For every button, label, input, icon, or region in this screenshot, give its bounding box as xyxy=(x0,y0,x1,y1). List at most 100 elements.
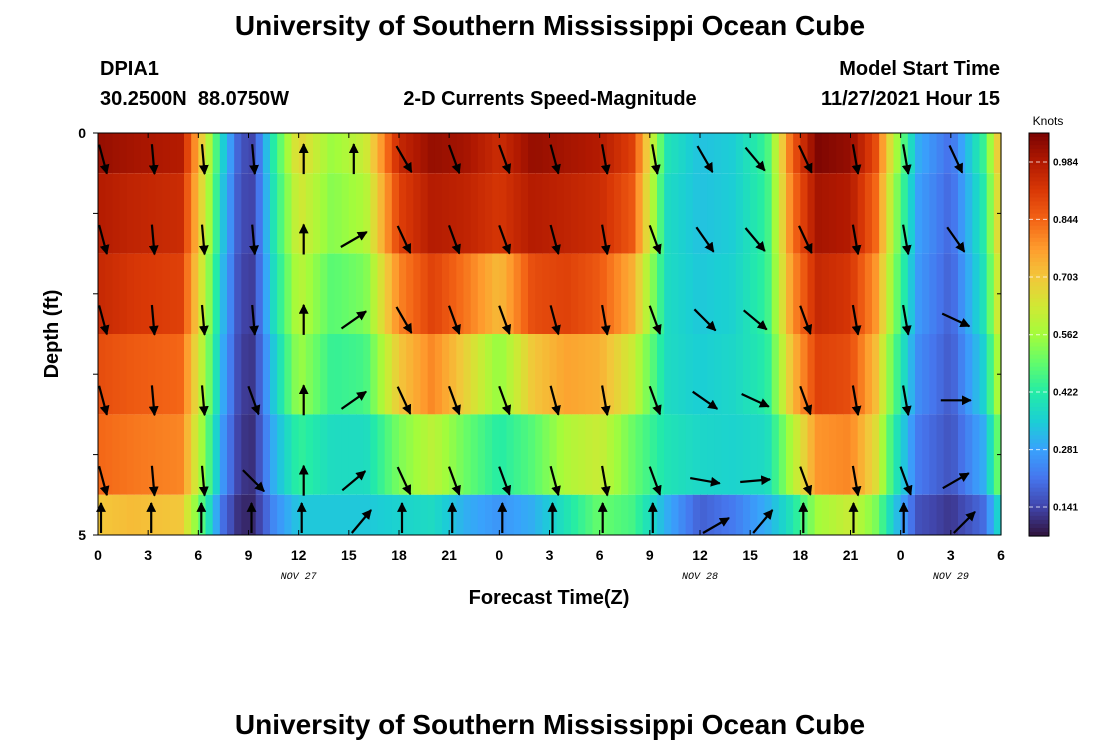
heatmap-cell xyxy=(191,253,199,334)
colorbar-segment xyxy=(1029,221,1049,227)
colorbar-segment xyxy=(1029,394,1049,400)
heatmap-cell xyxy=(614,334,622,415)
heatmap-cell xyxy=(535,494,543,535)
heatmap-cell xyxy=(148,253,156,334)
heatmap-cell xyxy=(212,173,221,254)
heatmap-cell xyxy=(757,334,766,415)
heatmap-cell xyxy=(377,133,386,174)
heatmap-cell xyxy=(334,494,343,535)
heatmap-cell xyxy=(141,414,149,495)
heatmap-cell xyxy=(850,173,859,254)
heatmap-cell xyxy=(542,494,551,535)
current-vector xyxy=(948,145,964,174)
heatmap-cell xyxy=(363,133,371,174)
heatmap-cell xyxy=(420,173,429,254)
heatmap-cell xyxy=(284,133,293,174)
heatmap-cell xyxy=(477,414,486,495)
heatmap-cell xyxy=(298,173,307,254)
heatmap-cell xyxy=(477,133,486,174)
heatmap-cell xyxy=(219,494,228,535)
heatmap-cell xyxy=(771,133,780,174)
heatmap-cell xyxy=(449,173,457,254)
current-vector xyxy=(798,145,813,174)
heatmap-cell xyxy=(571,334,579,415)
heatmap-cell xyxy=(162,133,171,174)
heatmap-cell xyxy=(191,133,199,174)
heatmap-cell xyxy=(248,173,257,254)
heatmap-cell xyxy=(829,334,837,415)
heatmap-cell xyxy=(965,414,973,495)
heatmap-cell xyxy=(227,253,235,334)
heatmap-cell xyxy=(922,334,930,415)
colorbar-segment xyxy=(1029,253,1049,259)
current-vector xyxy=(148,465,159,497)
heatmap-cell xyxy=(649,414,658,495)
heatmap-cell xyxy=(843,133,852,174)
heatmap-cell xyxy=(549,253,558,334)
heatmap-cell xyxy=(735,414,744,495)
heatmap-cell xyxy=(520,494,529,535)
colorbar-segment xyxy=(1029,419,1049,424)
heatmap-cell xyxy=(649,253,658,334)
heatmap-cell xyxy=(728,173,737,254)
heatmap-cell xyxy=(499,414,508,495)
heatmap-cell xyxy=(735,253,744,334)
heatmap-cell xyxy=(864,133,873,174)
heatmap-cell xyxy=(442,133,450,174)
heatmap xyxy=(98,133,1002,535)
colorbar-segment xyxy=(1029,435,1049,440)
heatmap-cell xyxy=(857,494,866,535)
heatmap-cell xyxy=(922,173,930,254)
heatmap-cell xyxy=(657,253,665,334)
current-vector xyxy=(851,224,862,256)
heatmap-cell xyxy=(965,133,973,174)
heatmap-cell xyxy=(786,334,794,415)
current-vector xyxy=(249,224,259,256)
heatmap-cell xyxy=(972,253,981,334)
heatmap-cell xyxy=(184,494,192,535)
heatmap-cell xyxy=(621,173,629,254)
heatmap-cell xyxy=(907,173,916,254)
heatmap-cell xyxy=(205,414,214,495)
colorbar-segment xyxy=(1029,314,1049,319)
heatmap-cell xyxy=(872,173,880,254)
heatmap-cell xyxy=(348,334,357,415)
current-vector xyxy=(695,226,715,253)
heatmap-cell xyxy=(191,494,199,535)
colorbar-segment xyxy=(1029,213,1049,219)
heatmap-cell xyxy=(255,133,264,174)
heatmap-cell xyxy=(528,414,536,495)
heatmap-cell xyxy=(836,414,844,495)
heatmap-cell xyxy=(449,334,457,415)
heatmap-cell xyxy=(635,494,644,535)
colorbar-segment xyxy=(1029,346,1049,352)
colorbar-segment xyxy=(1029,205,1049,211)
current-vector xyxy=(396,386,412,415)
heatmap-cell xyxy=(241,253,250,334)
heatmap-cell xyxy=(133,253,142,334)
current-vector xyxy=(901,224,912,256)
chart-subtitle: 2-D Currents Speed-Magnitude xyxy=(403,88,696,110)
heatmap-cell xyxy=(757,494,766,535)
heatmap-cell xyxy=(413,494,422,535)
heatmap-cell xyxy=(162,414,171,495)
heatmap-cell xyxy=(391,494,400,535)
heatmap-cell xyxy=(442,173,450,254)
heatmap-cell xyxy=(377,173,386,254)
heatmap-cell xyxy=(800,414,809,495)
heatmap-cell xyxy=(98,173,106,254)
colorbar-segment xyxy=(1029,173,1049,178)
heatmap-cell xyxy=(184,414,192,495)
heatmap-cell xyxy=(879,253,887,334)
heatmap-cell xyxy=(313,494,321,535)
heatmap-cell xyxy=(843,173,852,254)
heatmap-cell xyxy=(821,334,830,415)
current-vector xyxy=(901,144,912,175)
heatmap-cell xyxy=(305,334,314,415)
heatmap-cell xyxy=(743,414,751,495)
heatmap-cell xyxy=(506,494,515,535)
heatmap-cell xyxy=(255,173,264,254)
heatmap-cell xyxy=(972,334,981,415)
current-vector xyxy=(752,509,774,534)
current-vector xyxy=(498,144,512,175)
